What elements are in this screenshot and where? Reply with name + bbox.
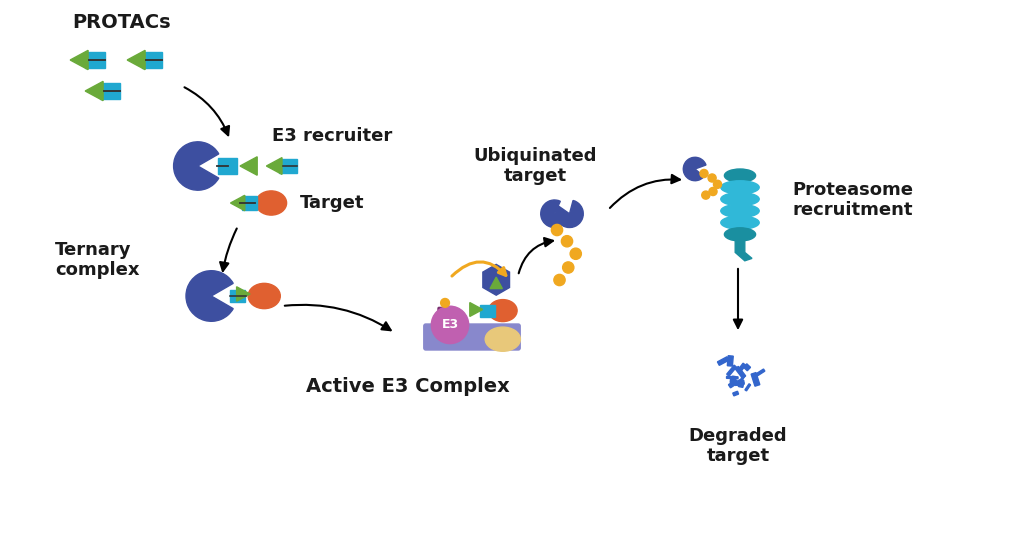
Polygon shape [237,287,250,301]
Circle shape [561,236,572,247]
FancyBboxPatch shape [218,158,238,174]
Text: E3: E3 [441,318,459,331]
Polygon shape [735,380,744,385]
FancyBboxPatch shape [438,307,453,329]
Polygon shape [727,356,733,366]
Circle shape [440,299,450,307]
Circle shape [551,224,562,236]
Polygon shape [266,158,282,174]
Text: Ternary
complex: Ternary complex [55,240,139,279]
Text: Proteasome
recruitment: Proteasome recruitment [792,181,913,220]
Polygon shape [727,365,736,376]
Ellipse shape [485,327,520,351]
Polygon shape [240,157,257,175]
Polygon shape [127,51,145,69]
Ellipse shape [721,181,759,194]
Ellipse shape [721,193,759,206]
Polygon shape [735,366,745,378]
Text: Target: Target [300,194,365,212]
Circle shape [714,180,722,188]
Polygon shape [71,51,88,69]
Polygon shape [728,380,738,388]
Polygon shape [754,369,765,378]
Polygon shape [740,375,744,381]
Text: PROTACs: PROTACs [72,13,171,32]
Circle shape [709,187,717,195]
Circle shape [562,262,573,273]
FancyBboxPatch shape [480,305,495,317]
Text: Ubiquinated
target: Ubiquinated target [473,146,597,186]
Wedge shape [541,200,568,228]
Circle shape [431,306,469,344]
Ellipse shape [721,216,759,229]
Circle shape [570,248,582,259]
FancyBboxPatch shape [85,52,105,68]
Polygon shape [483,264,510,295]
Polygon shape [737,363,745,372]
Ellipse shape [256,191,287,215]
Ellipse shape [721,204,759,217]
Polygon shape [743,364,751,371]
Ellipse shape [724,228,756,241]
Polygon shape [733,391,738,396]
Polygon shape [730,377,735,383]
FancyBboxPatch shape [230,289,245,302]
Wedge shape [186,271,233,321]
Circle shape [701,191,710,199]
Polygon shape [738,381,743,387]
Polygon shape [752,373,760,386]
Polygon shape [718,357,729,365]
Polygon shape [85,81,103,101]
Circle shape [708,174,716,182]
Polygon shape [726,377,738,379]
Polygon shape [735,240,752,261]
Ellipse shape [488,300,517,322]
Circle shape [554,274,565,286]
FancyBboxPatch shape [279,159,297,173]
Ellipse shape [724,169,756,182]
Text: Active E3 Complex: Active E3 Complex [306,377,510,395]
Circle shape [700,169,708,178]
FancyBboxPatch shape [99,83,121,99]
Wedge shape [556,201,584,228]
FancyBboxPatch shape [424,324,520,350]
Polygon shape [735,380,742,386]
Polygon shape [230,195,245,211]
Wedge shape [174,142,219,190]
Text: E3 recruiter: E3 recruiter [272,127,392,145]
Polygon shape [731,376,735,384]
Polygon shape [744,384,751,391]
FancyBboxPatch shape [141,52,163,68]
Text: Degraded
target: Degraded target [689,427,787,465]
Polygon shape [470,302,482,316]
Ellipse shape [248,284,281,309]
FancyBboxPatch shape [242,196,257,210]
Polygon shape [490,277,503,288]
Wedge shape [683,157,706,181]
